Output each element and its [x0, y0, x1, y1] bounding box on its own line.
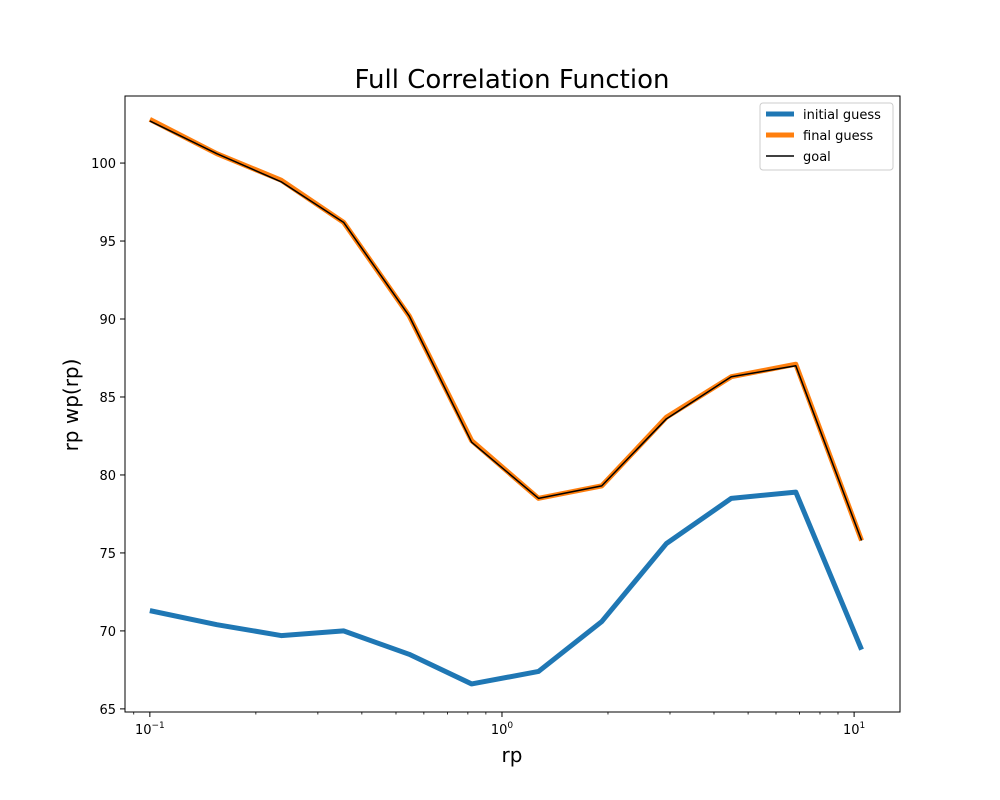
x-axis-label: rp: [502, 743, 523, 767]
y-tick-label: 70: [99, 625, 116, 640]
y-tick-label: 80: [99, 469, 116, 484]
x-tick-label: 10−1: [135, 721, 165, 738]
x-tick-label: 100: [491, 721, 514, 738]
legend-label: final guess: [803, 129, 873, 144]
x-tick-label: 101: [843, 721, 865, 738]
legend: initial guess final guess goal: [759, 102, 894, 171]
chart-title: Full Correlation Function: [355, 65, 670, 95]
legend-label: goal: [803, 150, 831, 165]
y-tick-label: 95: [99, 235, 116, 250]
legend-label: initial guess: [803, 108, 881, 123]
y-axis-label: rp wp(rp): [59, 359, 83, 452]
y-tick-label: 85: [99, 391, 116, 406]
y-tick-label: 90: [99, 313, 116, 328]
y-tick-label: 100: [91, 157, 116, 172]
y-tick-label: 65: [99, 703, 116, 718]
series-line-goal: [149, 120, 863, 541]
y-tick-label: 75: [99, 547, 116, 562]
series-line-initial-guess: [149, 489, 864, 687]
plot-frame: [124, 95, 901, 713]
legend-box: [759, 102, 894, 171]
